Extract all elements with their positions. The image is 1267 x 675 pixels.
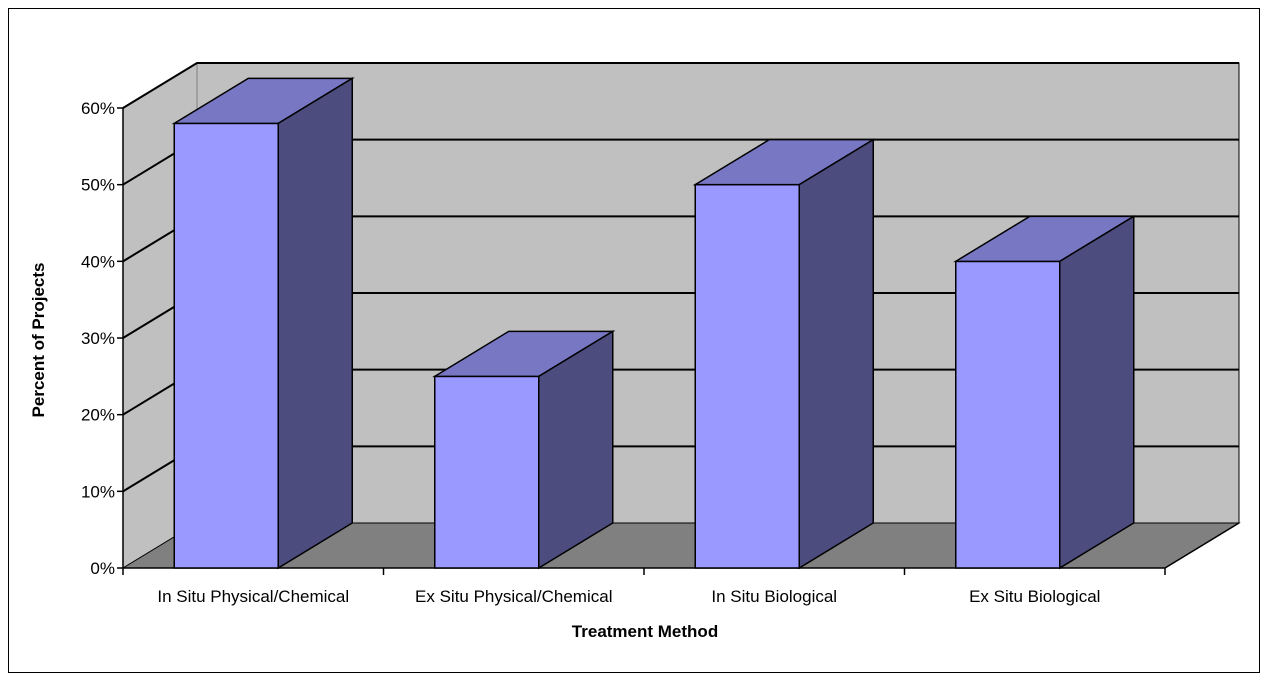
x-tick-label: Ex Situ Biological	[969, 587, 1100, 606]
x-axis-title: Treatment Method	[572, 622, 718, 641]
bar-side-face	[798, 138, 874, 570]
y-tick-label: 40%	[81, 252, 115, 271]
x-tick-label: Ex Situ Physical/Chemical	[415, 587, 612, 606]
bar-front-face	[434, 375, 540, 569]
bar	[953, 214, 1137, 570]
bar-front-face	[173, 122, 279, 569]
x-tick-label: In Situ Physical/Chemical	[157, 587, 349, 606]
y-tick-label: 60%	[81, 99, 115, 118]
bar-front-face	[694, 183, 800, 569]
bar	[171, 76, 355, 570]
y-axis-title: Percent of Projects	[29, 263, 48, 418]
gridline	[122, 62, 1239, 109]
y-tick-labels: 0% 10% 20% 30% 40% 50% 60%	[81, 99, 115, 578]
bar	[692, 138, 876, 570]
y-tick-label: 0%	[90, 559, 115, 578]
bar	[432, 329, 616, 570]
bar-side-face	[538, 329, 614, 570]
bar-side-face	[1059, 214, 1135, 570]
x-tick-labels: In Situ Physical/Chemical Ex Situ Physica…	[157, 587, 1100, 606]
x-axis-depth-line	[1164, 522, 1240, 569]
bars	[171, 76, 1137, 570]
y-tick-label: 50%	[81, 176, 115, 195]
y-tick-label: 30%	[81, 329, 115, 348]
y-tick-label: 10%	[81, 482, 115, 501]
x-tick-label: In Situ Biological	[711, 587, 837, 606]
y-tick-label: 20%	[81, 406, 115, 425]
bar-side-face	[277, 76, 353, 570]
bar-front-face	[955, 260, 1061, 569]
